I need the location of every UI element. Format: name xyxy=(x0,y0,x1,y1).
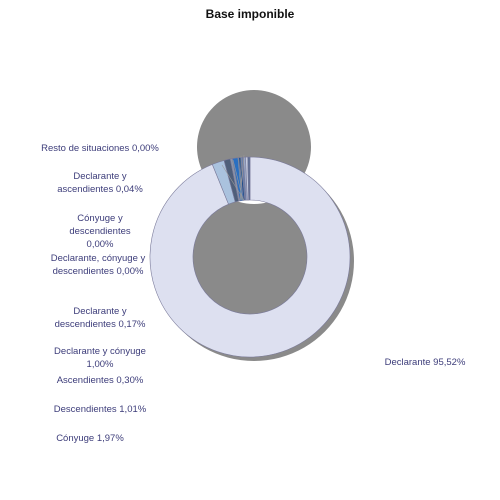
slice-label: Declarante, cónyuge y descendientes 0,00… xyxy=(50,253,146,277)
slice-label: Declarante 95,52% xyxy=(384,357,466,368)
slice-label: Descendientes 1,01% xyxy=(53,404,147,415)
chart-title: Base imponible xyxy=(205,7,295,21)
slice-label: Declarante y descendientes 0,17% xyxy=(54,306,146,330)
slice-label: Resto de situaciones 0,00% xyxy=(41,143,159,154)
slice-resto-de-situaciones[interactable] xyxy=(247,156,251,201)
slice-label: Declarante y ascendientes 0,04% xyxy=(57,171,143,195)
slice-label: Ascendientes 0,30% xyxy=(56,375,144,386)
slice-declarante[interactable] xyxy=(149,156,351,358)
slice-label: Cónyuge 1,97% xyxy=(56,433,124,444)
leader-line xyxy=(239,154,245,201)
leader-line xyxy=(237,157,243,201)
slice-label: Cónyuge y descendientes 0,00% xyxy=(69,213,131,250)
slice-label: Declarante y cónyuge 1,00% xyxy=(54,346,146,370)
